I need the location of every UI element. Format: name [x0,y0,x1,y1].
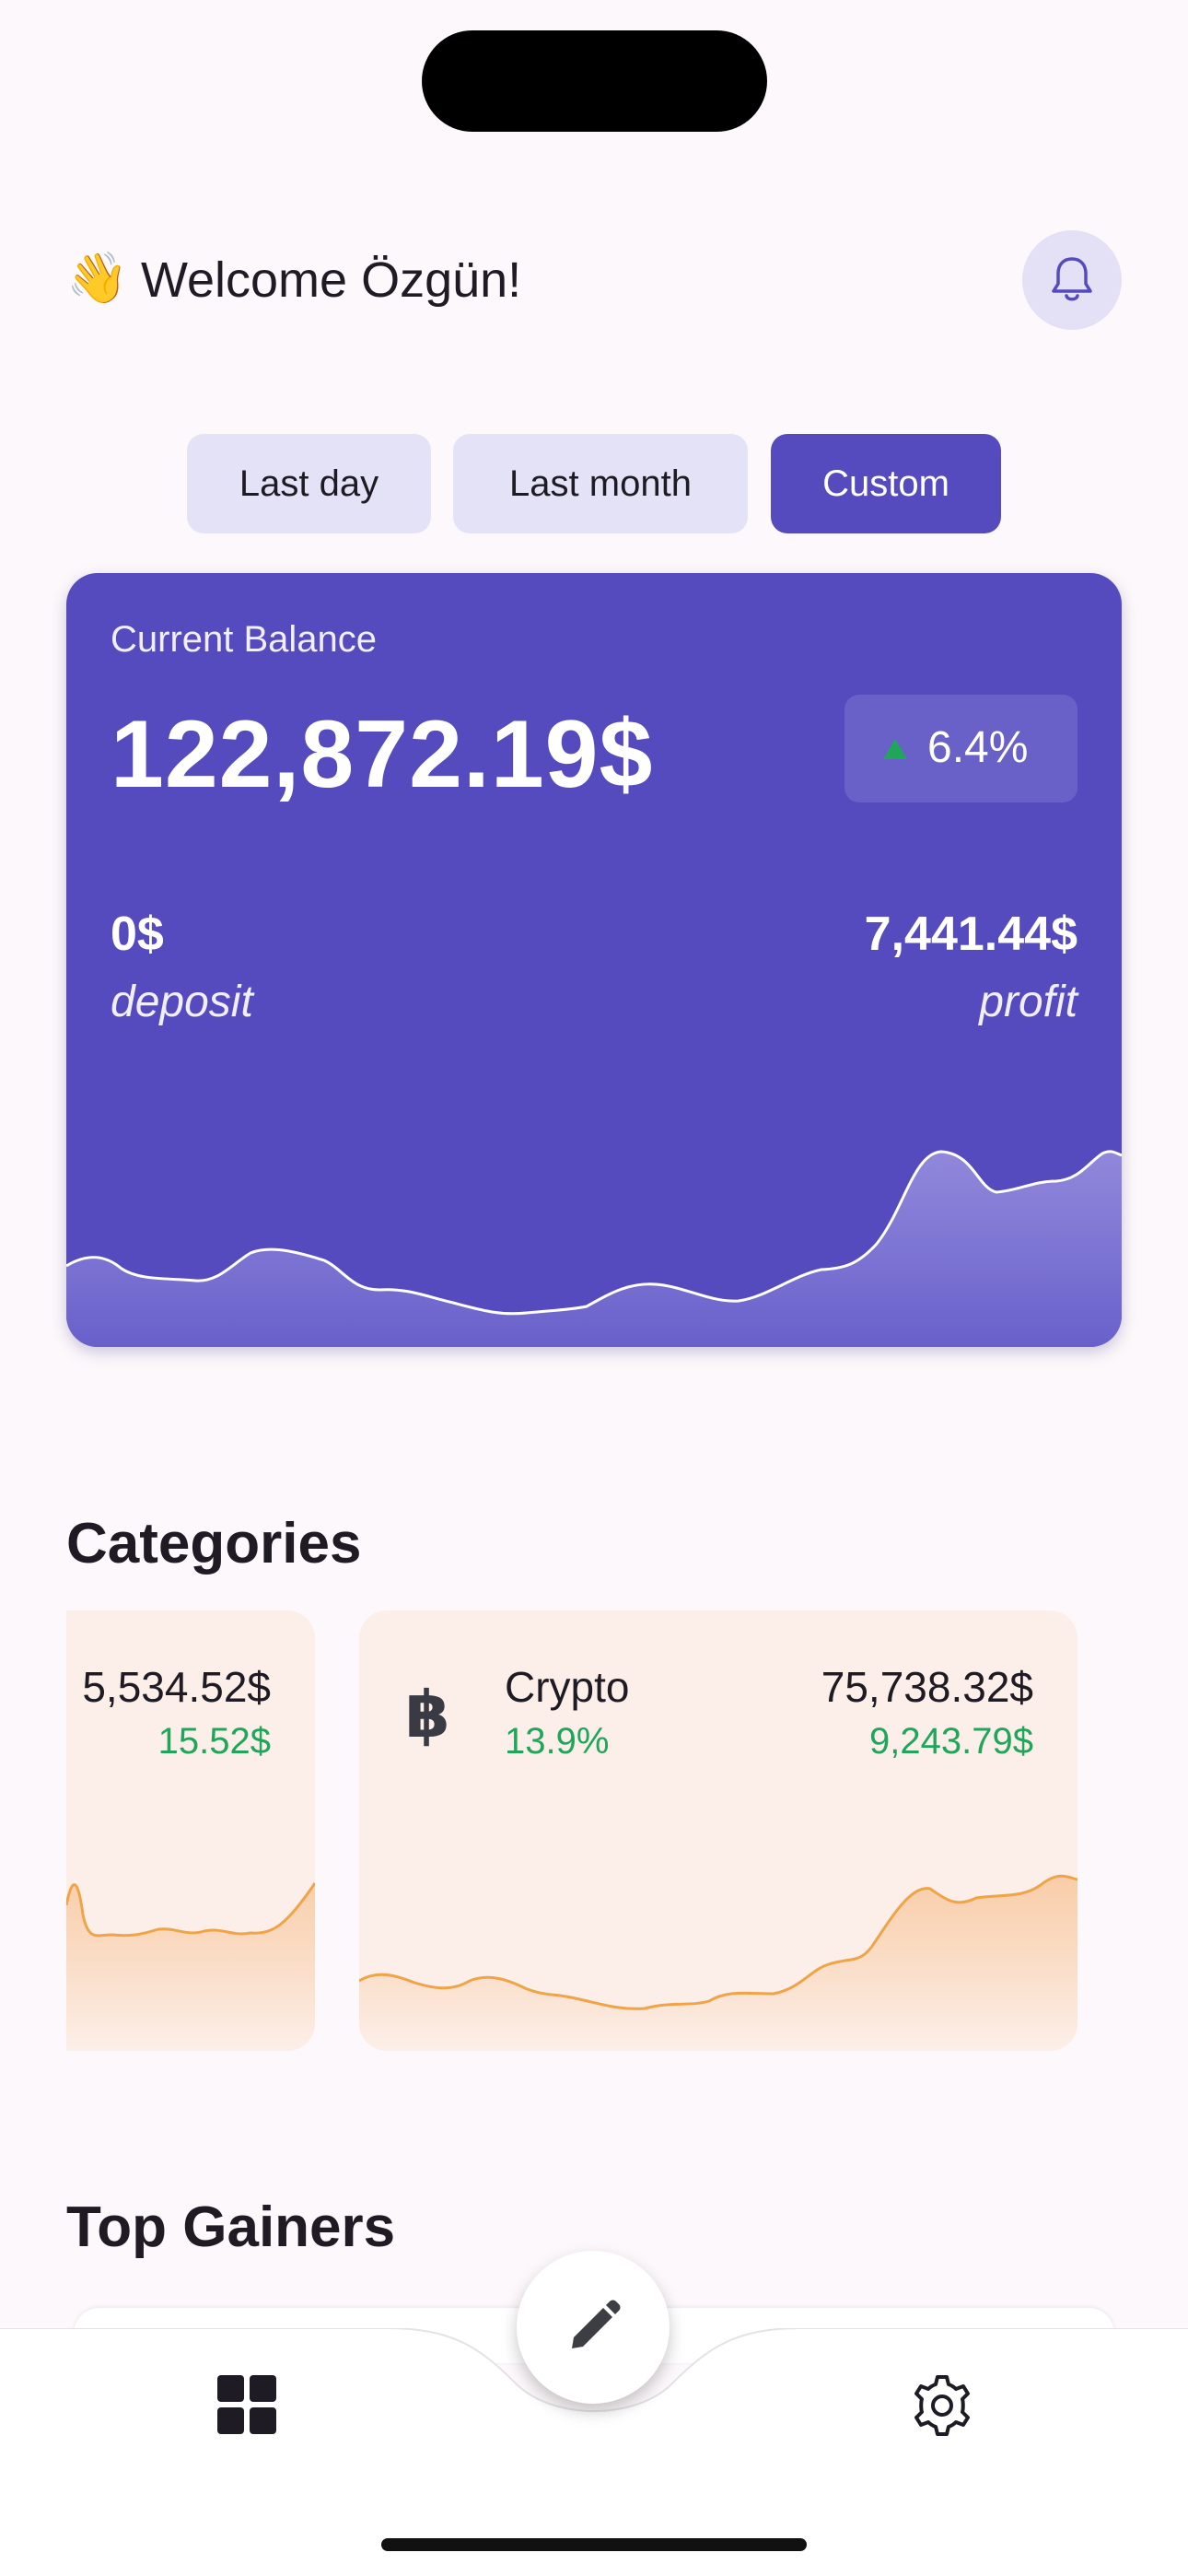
category-card[interactable]: 5,534.52$ 15.52$ [66,1610,315,2051]
bell-icon [1052,257,1092,301]
tab-custom[interactable]: Custom [771,434,1001,533]
grid-icon[interactable] [217,2375,276,2434]
balance-value: 122,872.19$ [111,701,654,808]
home-indicator [381,2538,807,2551]
category-name: Crypto [505,1663,630,1711]
wave-icon: 👋 [66,251,129,306]
gear-icon[interactable] [910,2373,974,2438]
category-sparkline [359,1874,1077,2051]
bottom-nav-bar [0,2328,1188,2576]
deposit-label: deposit [111,978,253,1026]
profit-value: 7,441.44$ [864,907,1077,961]
category-percent: 13.9% [505,1721,610,1762]
category-gain: 9,243.79$ [869,1721,1033,1762]
pencil-icon [572,2300,621,2348]
category-sparkline [66,1882,315,2051]
up-arrow-icon [883,739,907,759]
status-time: 09:41 [173,57,278,102]
balance-card: Current Balance 122,872.19$ 6.4% 0$ depo… [66,573,1122,1347]
balance-sparkline [66,1150,1122,1347]
welcome-title: Welcome Özgün! [141,252,522,308]
deposit-value: 0$ [111,907,164,961]
category-gain: 15.52$ [157,1721,271,1762]
top-gainers-title: Top Gainers [66,2195,396,2259]
dynamic-island [422,30,767,132]
category-amount: 5,534.52$ [82,1663,271,1711]
change-badge: 6.4% [844,695,1077,802]
change-percent: 6.4% [927,723,1029,772]
balance-label: Current Balance [111,619,378,660]
tab-last-month[interactable]: Last month [453,434,748,533]
status-icons [921,63,1066,94]
bitcoin-icon: ฿ [405,1679,450,1751]
tab-last-day[interactable]: Last day [187,434,431,533]
profit-label: profit [979,978,1077,1026]
notifications-button[interactable] [1022,230,1122,330]
edit-fab-button[interactable] [517,2251,670,2404]
category-amount: 75,738.32$ [821,1663,1033,1711]
category-card-crypto[interactable]: ฿ Crypto 13.9% 75,738.32$ 9,243.79$ [359,1610,1077,2051]
categories-title: Categories [66,1512,362,1575]
